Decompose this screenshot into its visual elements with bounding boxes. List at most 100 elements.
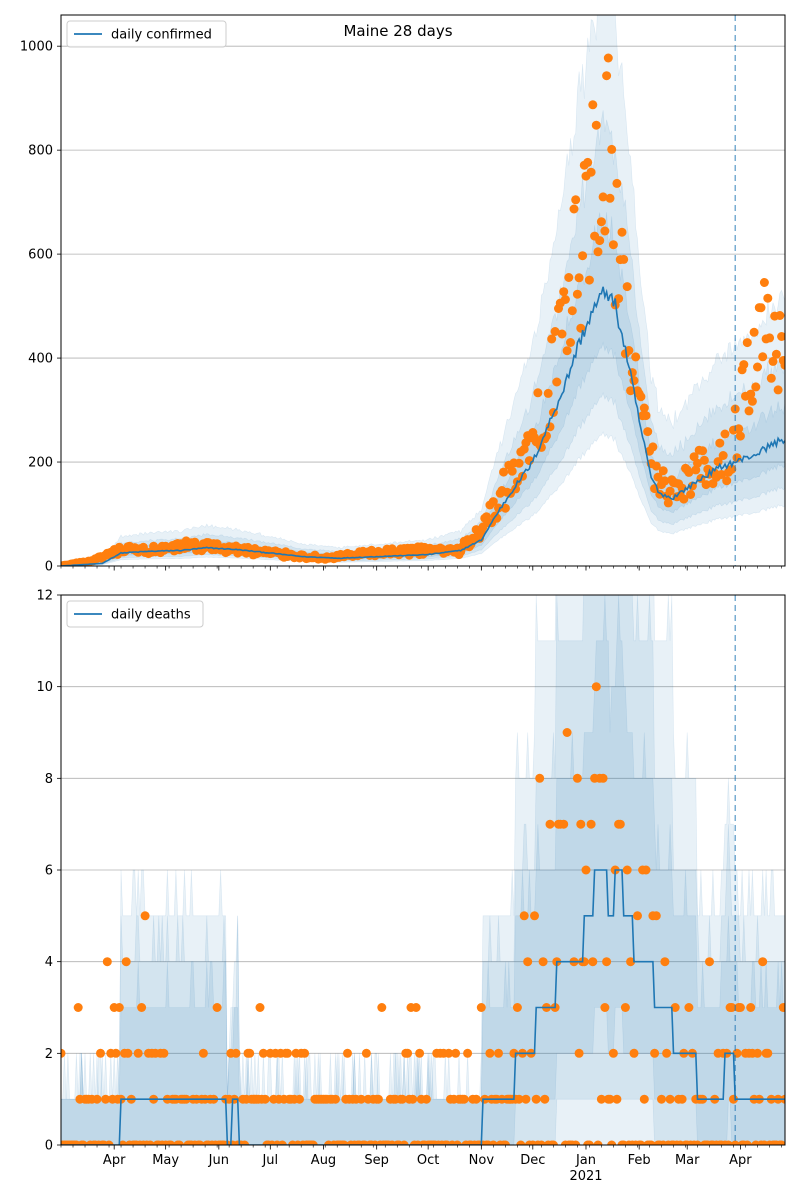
legend: daily deaths: [66, 600, 204, 628]
data-point: [722, 476, 732, 486]
data-point: [763, 1048, 773, 1058]
data-point: [408, 1094, 418, 1104]
data-point: [670, 1003, 680, 1012]
data-point: [693, 458, 702, 468]
data-point: [459, 1094, 469, 1104]
data-point: [578, 251, 588, 261]
data-point: [705, 957, 714, 967]
data-point: [145, 1140, 155, 1145]
data-point: [471, 1094, 481, 1104]
data-point: [777, 1140, 785, 1145]
panel-daily-deaths: 0 2 4 6 8 10 12 Apr May Jun Jul Aug Sep Oct Nov Dec Jan F…: [36, 499, 786, 1184]
data-point: [373, 1094, 383, 1104]
data-point: [605, 193, 615, 203]
data-point: [759, 278, 769, 287]
data-point: [560, 295, 570, 304]
x-tick-label: Aug: [311, 1153, 336, 1168]
data-point: [723, 1140, 733, 1145]
data-point: [717, 470, 726, 479]
data-point: [512, 1003, 522, 1012]
data-point: [159, 1048, 169, 1058]
data-point: [612, 1094, 622, 1104]
data-point: [684, 1003, 694, 1012]
data-point: [61, 1048, 66, 1058]
data-point: [557, 329, 567, 339]
data-point: [641, 411, 651, 421]
data-point: [542, 431, 551, 441]
data-point: [602, 71, 612, 81]
data-point: [137, 1003, 147, 1012]
data-point: [735, 1003, 745, 1012]
data-point: [260, 1094, 270, 1104]
data-point: [114, 1003, 124, 1012]
x-tick-label: Mar: [675, 1153, 700, 1168]
data-point: [452, 1140, 462, 1145]
data-point: [584, 1140, 594, 1145]
data-point: [648, 442, 658, 452]
data-point: [548, 1140, 558, 1145]
data-point: [140, 911, 150, 921]
data-point: [720, 429, 730, 439]
data-point: [377, 1003, 387, 1012]
data-point: [591, 682, 601, 692]
data-point: [693, 1140, 702, 1145]
data-point: [746, 1003, 756, 1012]
data-point: [581, 865, 591, 875]
data-point: [572, 289, 582, 299]
y-tick-label: 0: [45, 560, 53, 575]
x-tick-label: Apr: [103, 1153, 126, 1168]
data-point: [739, 360, 749, 370]
data-point: [641, 865, 651, 875]
y-tick-label: 800: [28, 144, 53, 159]
y-tick-label: 0: [45, 1139, 53, 1154]
data-point: [763, 293, 773, 303]
data-point: [339, 1140, 349, 1145]
x-year-label: 2021: [569, 1169, 602, 1184]
data-point: [558, 499, 567, 508]
data-point: [212, 1003, 222, 1012]
legend-label: daily deaths: [111, 608, 191, 623]
data-point: [653, 472, 663, 482]
data-point: [521, 1094, 531, 1104]
data-point: [104, 1140, 114, 1145]
data-point: [639, 403, 649, 413]
data-point: [240, 1140, 250, 1145]
data-point: [421, 1094, 431, 1104]
data-point: [701, 480, 711, 490]
data-point: [608, 240, 618, 250]
y-tick-label: 8: [45, 772, 53, 787]
data-point: [255, 1003, 265, 1012]
data-point: [531, 1094, 541, 1104]
data-point: [331, 1094, 340, 1104]
data-point: [751, 382, 761, 392]
data-point: [665, 1094, 675, 1104]
data-point: [533, 388, 543, 398]
data-point: [768, 356, 778, 366]
data-point: [777, 332, 785, 341]
data-point: [295, 1094, 304, 1104]
data-point: [607, 144, 617, 154]
data-point: [444, 1048, 454, 1058]
data-point: [600, 1003, 610, 1012]
data-point: [559, 287, 569, 297]
data-point: [586, 819, 596, 829]
data-point: [545, 422, 555, 432]
data-point: [564, 273, 574, 282]
data-point: [519, 911, 529, 921]
data-point: [569, 204, 579, 214]
y-tick-label: 200: [28, 456, 53, 471]
data-point: [746, 389, 756, 399]
data-point: [715, 438, 725, 448]
data-point: [78, 1140, 88, 1145]
observation-points: [61, 53, 785, 566]
data-point: [586, 167, 596, 177]
series-line: [61, 869, 785, 1145]
data-point: [562, 346, 572, 356]
data-point: [766, 373, 776, 383]
data-point: [629, 376, 639, 386]
data-point: [574, 273, 584, 283]
data-point: [627, 368, 637, 378]
data-point: [727, 1003, 737, 1012]
data-point: [650, 1048, 660, 1058]
data-point: [619, 254, 629, 264]
